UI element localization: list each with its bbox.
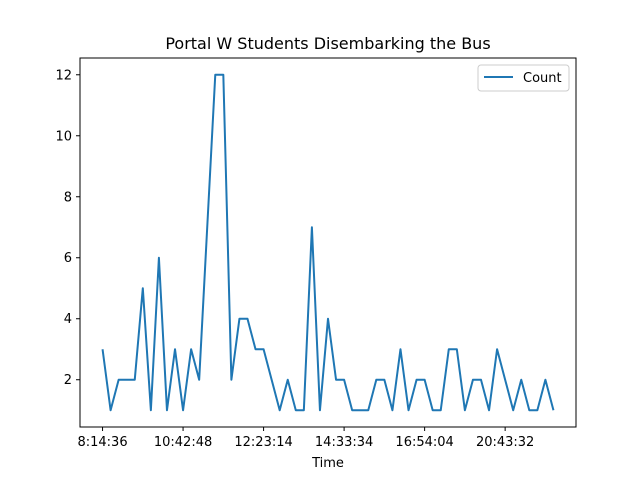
series-line-count — [101, 73, 555, 412]
legend: Count — [477, 64, 570, 92]
x-tick-label: 10:42:48 — [154, 435, 212, 450]
legend-box — [477, 64, 570, 92]
y-tick-label: 12 — [55, 68, 72, 83]
x-tick-label: 20:43:32 — [476, 435, 534, 450]
y-tick-label: 4 — [64, 312, 72, 327]
y-tick-label: 10 — [55, 129, 72, 144]
axes-frame — [79, 57, 577, 428]
y-tick-label: 6 — [64, 251, 72, 266]
chart-title: Portal W Students Disembarking the Bus — [165, 34, 490, 53]
x-tick-label: 8:14:36 — [77, 435, 127, 450]
plot-area: 2 4 6 8 10 12 8:14:36 10:42:48 12:23:14 14:33:34 1… — [55, 68, 555, 450]
y-tick-label: 8 — [64, 190, 72, 205]
x-axis-label: Time — [311, 456, 344, 471]
x-tick-label: 14:33:34 — [315, 435, 373, 450]
x-tick-label: 12:23:14 — [234, 435, 292, 450]
y-tick-label: 2 — [64, 373, 72, 388]
legend-label: Count — [523, 71, 562, 86]
x-tick-label: 16:54:04 — [395, 435, 453, 450]
